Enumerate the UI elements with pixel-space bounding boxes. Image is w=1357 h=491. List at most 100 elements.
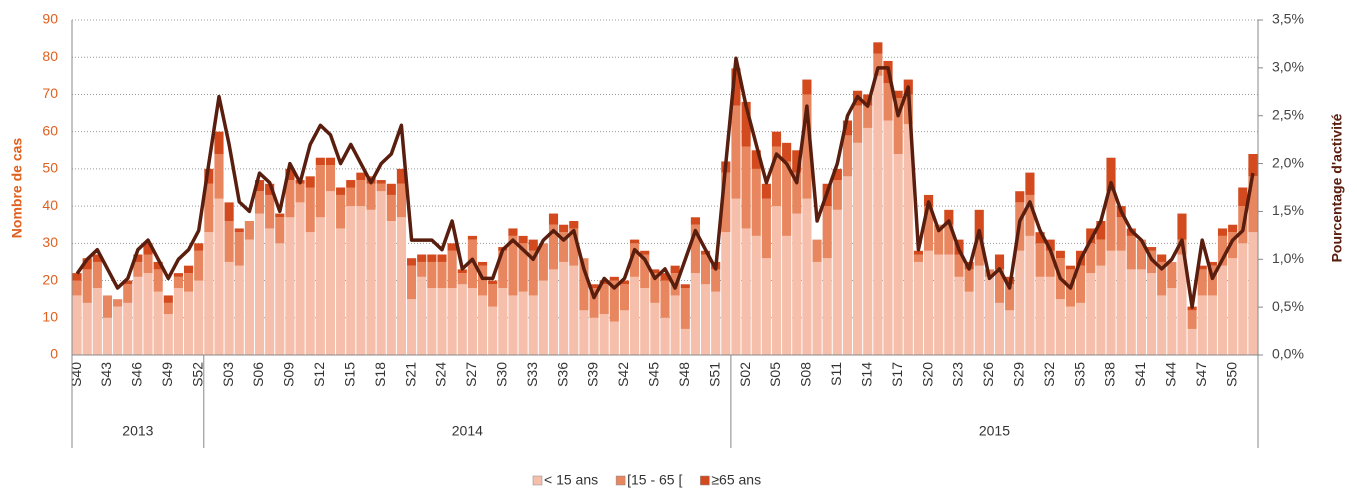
bar-segment [234, 228, 244, 233]
bar-segment [670, 295, 680, 355]
bar-segment [1076, 302, 1086, 355]
bar-segment [417, 254, 427, 262]
bar-segment [1228, 258, 1238, 355]
bar-segment [386, 183, 396, 195]
bar-segment [508, 228, 518, 236]
bar-segment [1207, 261, 1217, 266]
legend-label: < 15 ans [544, 472, 598, 488]
bar-segment [599, 314, 609, 355]
bar-segment [751, 168, 761, 236]
bar-segment [244, 239, 254, 355]
bar-segment [782, 235, 792, 355]
bar-segment [690, 217, 700, 225]
x-tick-label: S30 [494, 362, 510, 387]
bar-segment [285, 180, 295, 218]
x-tick-label: S39 [585, 362, 601, 387]
bar-segment [660, 317, 670, 355]
x-tick-label: S45 [646, 362, 662, 387]
bar-segment [619, 280, 630, 285]
bar-segment [1146, 247, 1157, 251]
bar-segment [82, 302, 92, 355]
bar-segment [700, 284, 711, 355]
bar-segment [336, 187, 346, 195]
y-tick-label: 60 [42, 122, 58, 138]
bar-segment [163, 314, 173, 355]
bar-segment [771, 146, 782, 207]
bar-segment [579, 310, 589, 355]
bar-segment [934, 254, 944, 355]
bar-segment [488, 284, 498, 307]
bar-segment [984, 276, 994, 355]
x-tick-label: S26 [980, 362, 996, 387]
bar-segment [325, 191, 336, 355]
bar-segment [143, 243, 153, 255]
y-axis-title: Nombre de cas [9, 138, 25, 239]
y-tick-label: 90 [42, 11, 58, 27]
bar-segment [1157, 295, 1167, 355]
bar-segment [771, 206, 782, 355]
bar-segment [1248, 232, 1258, 355]
bar-segment [204, 168, 214, 184]
bar-segment [630, 243, 640, 277]
bar-segment [771, 131, 782, 147]
bar-segment [1197, 269, 1207, 296]
bar-segment [457, 269, 467, 274]
bar-segment [113, 299, 123, 307]
bar-segment [1136, 239, 1146, 270]
bar-segment [893, 154, 903, 355]
x-tick-label: S20 [919, 362, 935, 387]
bar-segment [569, 228, 579, 266]
bar-segment [498, 288, 508, 355]
bar-segment [254, 191, 265, 214]
bar-segment [72, 273, 82, 281]
bar-segment [1035, 276, 1045, 355]
bar-segment [194, 243, 204, 251]
bar-segment [1076, 265, 1086, 303]
bar-segment [741, 228, 751, 355]
x-tick-label: S24 [433, 362, 449, 387]
bar-segment [528, 295, 538, 355]
bar-segment [1126, 269, 1136, 355]
bar-segment [1157, 261, 1167, 296]
bar-segment [214, 198, 224, 355]
bar-segment [609, 321, 619, 355]
bar-segment [488, 280, 498, 285]
bar-segment [1045, 239, 1055, 251]
bar-segment [650, 302, 660, 355]
bar-segment [964, 269, 974, 292]
bar-segment [407, 299, 417, 355]
bar-segment [467, 239, 477, 288]
bar-segment [427, 261, 437, 288]
bar-segment [1136, 269, 1146, 355]
bar-segment [153, 291, 163, 355]
bar-segment [346, 206, 356, 355]
bar-segment [964, 291, 974, 355]
bar-segment [224, 202, 234, 221]
x-tick-label: S36 [554, 362, 570, 387]
bar-segment [366, 183, 376, 210]
bar-segment [133, 261, 143, 277]
bar-segment [1217, 228, 1228, 236]
bar-segment [1096, 221, 1106, 240]
bar-segment [731, 68, 741, 106]
x-tick-label: S15 [341, 362, 357, 387]
bar-segment [528, 250, 538, 296]
bar-segment [1096, 265, 1106, 355]
x-tick-label: S11 [828, 362, 844, 386]
bar-segment [559, 261, 569, 355]
bar-segment [92, 261, 102, 288]
bar-segment [447, 250, 457, 288]
bar-segment [1015, 191, 1025, 203]
bar-segment [437, 261, 447, 288]
bar-segment [1177, 213, 1187, 240]
bar-segment [994, 254, 1005, 270]
bar-segment [447, 288, 457, 355]
bar-segment [1116, 250, 1126, 355]
x-tick-label: S03 [220, 362, 236, 387]
bar-segment [721, 172, 731, 233]
bar-segment [873, 42, 883, 54]
bar-segment [234, 265, 244, 355]
bar-segment [396, 168, 407, 184]
x-tick-label: S41 [1132, 362, 1148, 387]
